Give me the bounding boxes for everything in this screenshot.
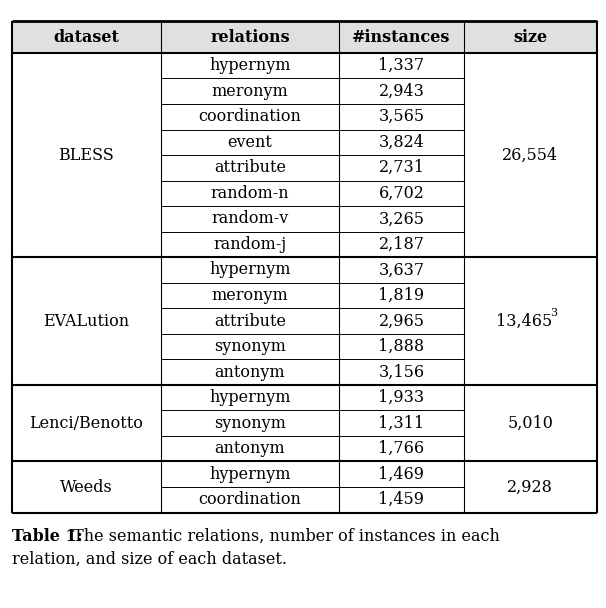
Text: hypernym: hypernym [209, 389, 291, 406]
Text: random-j: random-j [213, 236, 287, 253]
Text: meronym: meronym [211, 83, 288, 100]
Text: 1,469: 1,469 [379, 466, 424, 483]
Text: 1,459: 1,459 [379, 491, 424, 508]
Text: 1,311: 1,311 [378, 415, 425, 432]
Text: 3,156: 3,156 [378, 364, 425, 381]
Text: random-v: random-v [211, 210, 288, 227]
Text: coordination: coordination [199, 491, 301, 508]
Text: hypernym: hypernym [209, 261, 291, 278]
Text: event: event [227, 134, 273, 151]
Text: size: size [513, 29, 547, 46]
Text: hypernym: hypernym [209, 466, 291, 483]
Text: The semantic relations, number of instances in each: The semantic relations, number of instan… [68, 528, 500, 545]
Text: 1,819: 1,819 [378, 287, 425, 304]
Text: Lenci/Benotto: Lenci/Benotto [30, 415, 143, 432]
Text: 3,637: 3,637 [378, 261, 425, 278]
Text: 6,702: 6,702 [379, 185, 424, 202]
Text: 26,554: 26,554 [502, 147, 558, 164]
Text: 3,265: 3,265 [379, 210, 424, 227]
Text: 3,565: 3,565 [378, 108, 425, 125]
Text: 1,933: 1,933 [378, 389, 425, 406]
Text: EVALution: EVALution [43, 313, 130, 330]
Text: 5,010: 5,010 [507, 415, 553, 432]
Text: dataset: dataset [53, 29, 119, 46]
Text: 3,824: 3,824 [379, 134, 424, 151]
Text: #instances: #instances [352, 29, 451, 46]
Text: 2,187: 2,187 [379, 236, 424, 253]
Text: antonym: antonym [215, 440, 285, 457]
Text: antonym: antonym [215, 364, 285, 381]
Text: BLESS: BLESS [59, 147, 114, 164]
Text: meronym: meronym [211, 287, 288, 304]
Text: hypernym: hypernym [209, 57, 291, 74]
Text: attribute: attribute [214, 313, 286, 330]
Text: Weeds: Weeds [60, 478, 113, 496]
Bar [12, 21, 597, 53]
Text: random-n: random-n [211, 185, 289, 202]
Text: relation, and size of each dataset.: relation, and size of each dataset. [12, 551, 287, 568]
Text: 13,465: 13,465 [496, 313, 552, 330]
Text: 2,943: 2,943 [379, 83, 424, 100]
Text: relations: relations [210, 29, 290, 46]
Text: 1,337: 1,337 [378, 57, 425, 74]
Text: 1,888: 1,888 [378, 338, 425, 355]
Text: 2,928: 2,928 [507, 478, 553, 496]
Text: coordination: coordination [199, 108, 301, 125]
Text: Table 1:: Table 1: [12, 528, 83, 545]
Text: synonym: synonym [214, 338, 286, 355]
Text: synonym: synonym [214, 415, 286, 432]
Text: 2,965: 2,965 [379, 313, 424, 330]
Text: 3: 3 [550, 308, 557, 318]
Text: 2,731: 2,731 [379, 159, 424, 176]
Text: 1,766: 1,766 [378, 440, 425, 457]
Text: attribute: attribute [214, 159, 286, 176]
